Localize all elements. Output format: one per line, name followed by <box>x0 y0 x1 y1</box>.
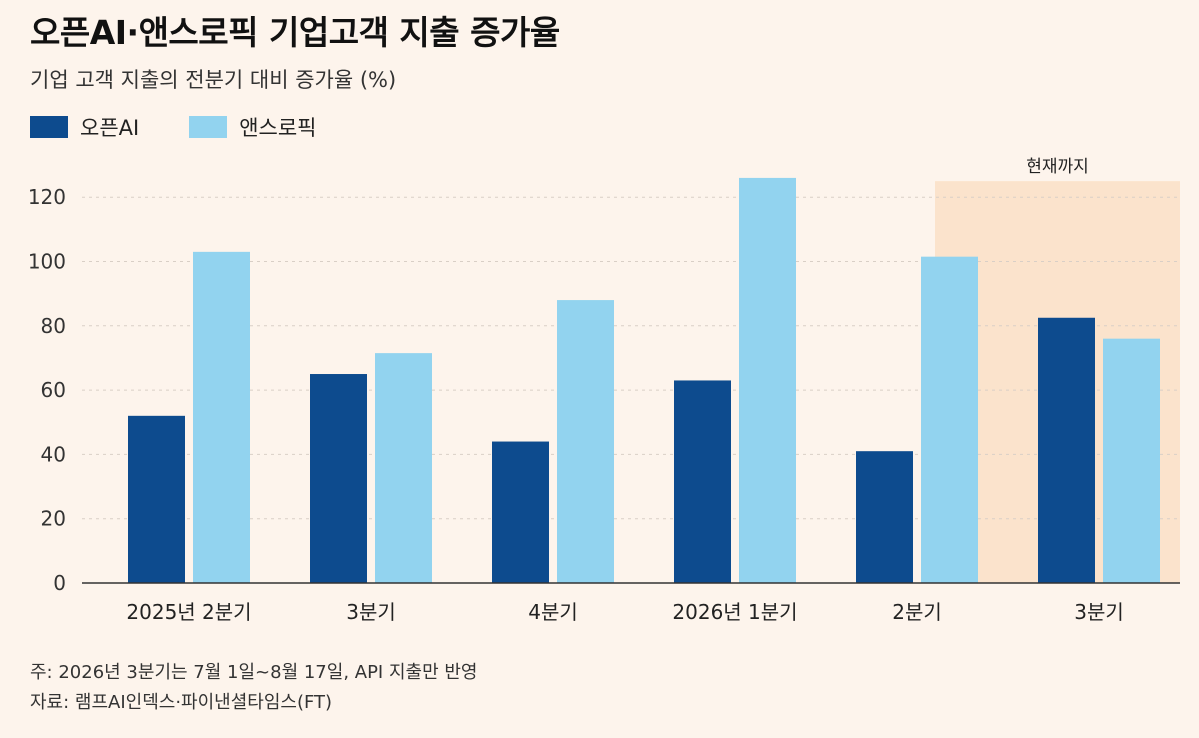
y-tick-label: 60 <box>41 378 66 402</box>
chart-title: 오픈AI·앤스로픽 기업고객 지출 증가율 <box>30 13 560 52</box>
bar-anthropic <box>193 251 250 584</box>
bar-openai <box>310 374 367 583</box>
bar-anthropic <box>921 256 978 583</box>
footnotes: 주: 2026년 3분기는 7월 1일~8월 17일, API 지출만 반영 자… <box>30 658 477 718</box>
legend-swatch-openai <box>30 116 68 138</box>
x-tick-label: 3분기 <box>346 600 396 624</box>
y-tick-label: 80 <box>41 314 66 338</box>
footnote: 주: 2026년 3분기는 7월 1일~8월 17일, API 지출만 반영 <box>30 662 478 683</box>
legend-label-openai: 오픈AI <box>80 116 140 140</box>
y-tick-label: 100 <box>28 250 66 274</box>
bar-anthropic <box>375 353 432 583</box>
y-tick-label: 120 <box>28 185 66 209</box>
x-tick-label: 2026년 1분기 <box>672 600 797 624</box>
bar-openai <box>492 441 549 583</box>
x-tick-label: 2분기 <box>892 600 942 624</box>
x-tick-label: 4분기 <box>528 600 578 624</box>
y-tick-label: 40 <box>41 442 66 466</box>
y-tick-label: 20 <box>41 507 66 531</box>
bar-anthropic <box>739 177 796 583</box>
x-tick-label: 3분기 <box>1074 600 1124 624</box>
bar-anthropic <box>557 300 614 583</box>
legend: 오픈AI 앤스로픽 <box>30 112 366 142</box>
chart-subtitle: 기업 고객 지출의 전분기 대비 증가율 (%) <box>30 68 397 92</box>
highlight-label: 현재까지 <box>1026 157 1089 177</box>
bar-openai <box>856 451 913 583</box>
legend-item-openai: 오픈AI <box>30 112 139 142</box>
bar-anthropic <box>1103 338 1160 583</box>
bar-openai <box>674 380 731 583</box>
source-note: 자료: 램프AI인덱스·파이낸셜타임스(FT) <box>30 692 333 713</box>
legend-item-anthropic: 앤스로픽 <box>189 112 316 142</box>
bar-openai <box>1038 317 1095 583</box>
bar-openai <box>128 415 185 583</box>
legend-label-anthropic: 앤스로픽 <box>239 116 317 140</box>
legend-swatch-anthropic <box>189 116 228 138</box>
x-tick-label: 2025년 2분기 <box>126 600 251 624</box>
y-tick-label: 0 <box>53 571 66 595</box>
